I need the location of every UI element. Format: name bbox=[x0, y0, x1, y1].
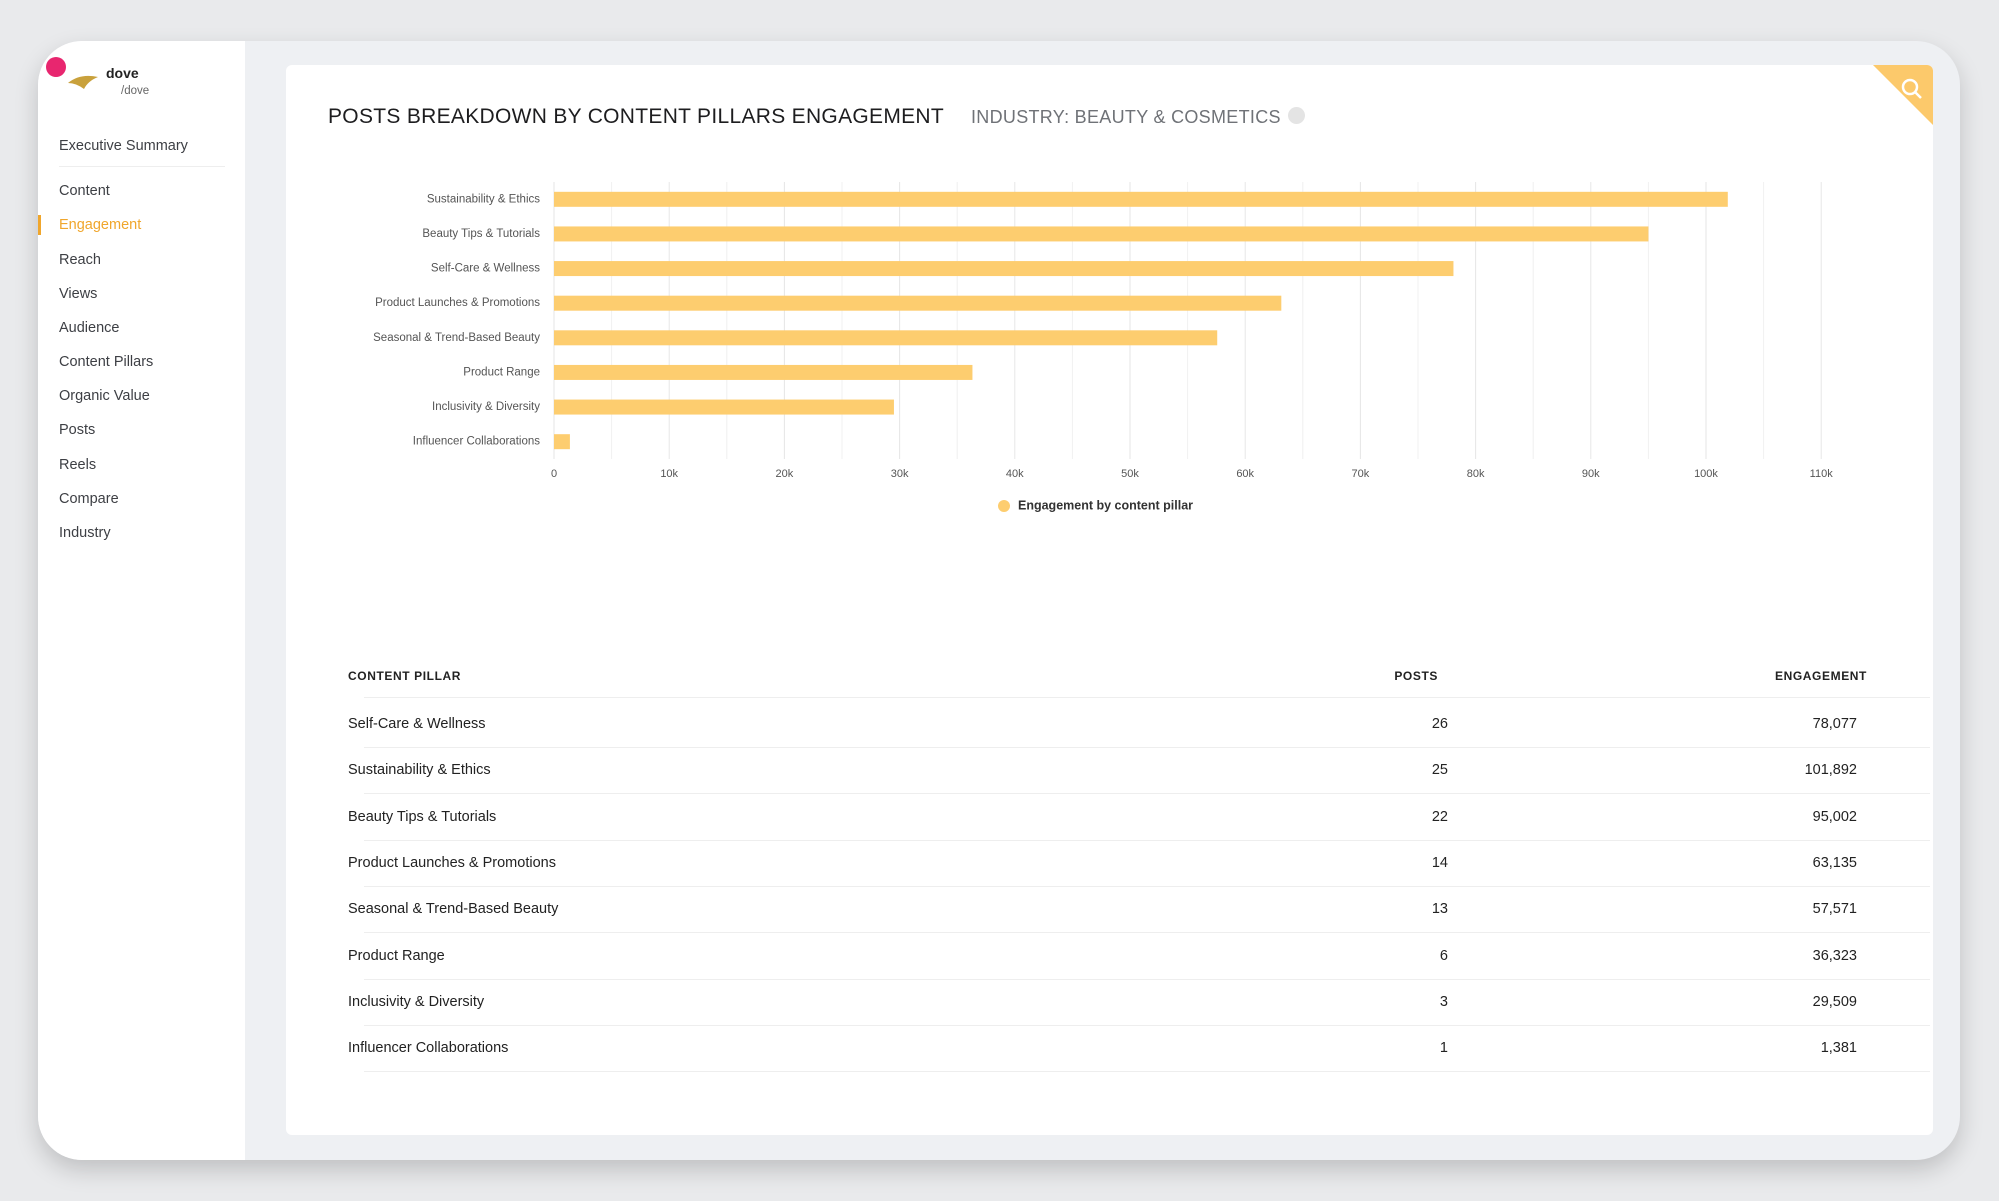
chart-title: POSTS BREAKDOWN BY CONTENT PILLARS ENGAG… bbox=[328, 105, 945, 128]
account-name: dove bbox=[106, 65, 139, 81]
bar bbox=[554, 330, 1218, 346]
table-cell: 101,892 bbox=[1804, 762, 1857, 779]
nav-separator bbox=[59, 166, 225, 167]
table-cell: 14 bbox=[1431, 854, 1448, 871]
y-tick-label: Seasonal & Trend-Based Beauty bbox=[373, 332, 540, 344]
chart-subtitle: INDUSTRY: BEAUTY & COSMETICS bbox=[971, 107, 1281, 127]
row-separator bbox=[364, 885, 1930, 887]
table-cell: 36,323 bbox=[1812, 947, 1857, 964]
table-cell: Inclusivity & Diversity bbox=[348, 993, 485, 1010]
row-separator bbox=[364, 839, 1930, 841]
bar bbox=[554, 261, 1454, 277]
table-cell: 1,381 bbox=[1820, 1040, 1857, 1057]
table-cell: 95,002 bbox=[1812, 808, 1857, 825]
table-cell: Product Range bbox=[348, 947, 445, 964]
bar bbox=[554, 364, 973, 380]
table-cell: 29,509 bbox=[1812, 993, 1857, 1010]
table-cell: 78,077 bbox=[1812, 716, 1857, 732]
bar bbox=[554, 434, 570, 450]
x-tick-label: 20k bbox=[776, 468, 794, 480]
brand-logo bbox=[68, 75, 98, 89]
row-separator bbox=[364, 978, 1930, 980]
y-tick-label: Influencer Collaborations bbox=[413, 436, 540, 448]
y-tick-label: Beauty Tips & Tutorials bbox=[422, 228, 540, 240]
x-tick-label: 80k bbox=[1467, 468, 1485, 480]
bar bbox=[554, 399, 894, 415]
nav-item[interactable]: Reels bbox=[59, 457, 97, 473]
y-tick-label: Product Range bbox=[463, 366, 540, 378]
table-cell: 6 bbox=[1439, 947, 1448, 964]
table-cell: 22 bbox=[1431, 808, 1448, 825]
legend-marker bbox=[998, 500, 1010, 512]
x-tick-label: 50k bbox=[1121, 468, 1139, 480]
nav-item[interactable]: Posts bbox=[59, 422, 96, 438]
row-separator bbox=[364, 747, 1930, 748]
y-tick-label: Sustainability & Ethics bbox=[427, 193, 540, 205]
x-tick-label: 10k bbox=[660, 468, 678, 480]
row-separator bbox=[364, 1071, 1930, 1073]
bar bbox=[554, 295, 1282, 311]
nav-item[interactable]: Compare bbox=[59, 491, 119, 507]
row-separator bbox=[364, 697, 1930, 698]
x-tick-label: 60k bbox=[1236, 468, 1254, 480]
nav-item[interactable]: Reach bbox=[59, 252, 101, 268]
table-cell: Sustainability & Ethics bbox=[348, 762, 491, 779]
nav-item[interactable]: Content bbox=[59, 183, 110, 199]
table-cell: Self-Care & Wellness bbox=[348, 716, 486, 732]
nav-item[interactable]: Organic Value bbox=[59, 388, 150, 404]
table-header: CONTENT PILLAR bbox=[348, 669, 462, 683]
x-tick-label: 110k bbox=[1810, 468, 1834, 480]
row-separator bbox=[364, 793, 1930, 795]
row-separator bbox=[364, 1024, 1930, 1026]
table-cell: 13 bbox=[1431, 901, 1448, 918]
table-cell: Product Launches & Promotions bbox=[348, 854, 556, 871]
x-tick-label: 90k bbox=[1582, 468, 1600, 480]
table-cell: 1 bbox=[1439, 1040, 1448, 1057]
instagram-badge bbox=[46, 57, 66, 77]
y-tick-label: Self-Care & Wellness bbox=[431, 263, 540, 275]
table-cell: 25 bbox=[1431, 762, 1448, 779]
table-header: POSTS bbox=[1394, 669, 1438, 683]
nav-item[interactable]: Audience bbox=[59, 320, 120, 336]
app-window: dove /dove Executive Summary Content Engag… bbox=[38, 41, 1960, 1160]
bar bbox=[554, 226, 1649, 242]
nav-item[interactable]: Executive Summary bbox=[59, 138, 188, 154]
y-tick-label: Inclusivity & Diversity bbox=[432, 401, 540, 413]
nav-item[interactable]: Content Pillars bbox=[59, 354, 154, 370]
legend-label: Engagement by content pillar bbox=[1018, 498, 1193, 512]
content-card: POSTS BREAKDOWN BY CONTENT PILLARS ENGAG… bbox=[286, 65, 1933, 1135]
bar bbox=[554, 191, 1728, 207]
x-tick-label: 30k bbox=[891, 468, 909, 480]
info-icon[interactable] bbox=[1288, 107, 1305, 124]
table-cell: Beauty Tips & Tutorials bbox=[348, 808, 497, 825]
bar-chart: 0 10k 20k 30k 40k 50k 60k 70k 80k 90k 100k 110k Sust… bbox=[373, 182, 1834, 512]
table-cell: 26 bbox=[1431, 716, 1448, 732]
x-tick-label: 100k bbox=[1694, 468, 1718, 480]
x-tick-label: 40k bbox=[1006, 468, 1024, 480]
table-cell: 57,571 bbox=[1812, 901, 1857, 918]
nav-item[interactable]: Industry bbox=[59, 525, 111, 541]
table-cell: Influencer Collaborations bbox=[348, 1040, 509, 1057]
sidebar: dove /dove Executive Summary Content Engag… bbox=[38, 41, 245, 1160]
table-cell: 3 bbox=[1439, 993, 1448, 1010]
nav-item[interactable]: Views bbox=[59, 286, 98, 302]
row-separator bbox=[364, 932, 1930, 934]
x-tick-label: 70k bbox=[1352, 468, 1370, 480]
search-corner[interactable] bbox=[1873, 65, 1933, 125]
nav-item[interactable]: Engagement bbox=[59, 217, 142, 233]
y-tick-label: Product Launches & Promotions bbox=[375, 297, 540, 309]
table-cell: Seasonal & Trend-Based Beauty bbox=[348, 901, 559, 918]
table-cell: 63,135 bbox=[1812, 854, 1857, 871]
x-tick-label: 0 bbox=[551, 468, 557, 480]
active-indicator bbox=[38, 215, 41, 235]
table-header: ENGAGEMENT bbox=[1774, 669, 1867, 683]
account-handle: /dove bbox=[121, 85, 150, 97]
